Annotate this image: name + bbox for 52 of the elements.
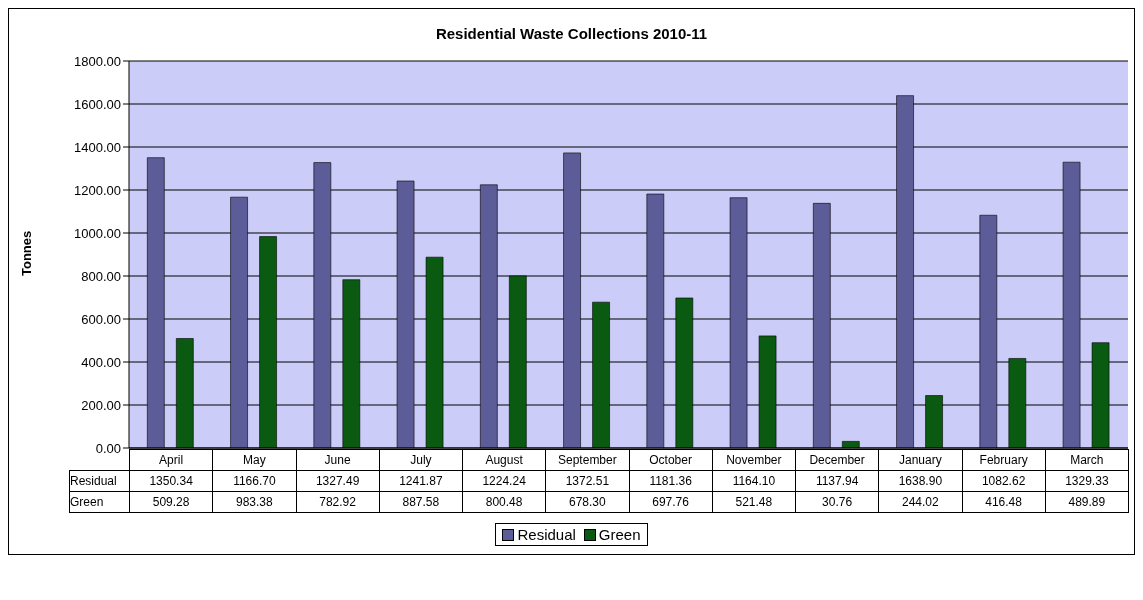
data-label: 800.48 — [462, 491, 546, 513]
data-label: 1224.24 — [462, 470, 546, 492]
data-label: 678.30 — [545, 491, 629, 513]
data-label: 509.28 — [129, 491, 213, 513]
text: Green — [70, 495, 104, 509]
legend-label: Green — [597, 526, 641, 543]
data-label: 1181.36 — [629, 470, 713, 492]
y-tick-label: 800.00 — [81, 268, 121, 284]
data-label: 1327.49 — [296, 470, 380, 492]
x-tick-label: June — [296, 449, 380, 471]
data-label: 1082.62 — [962, 470, 1046, 492]
y-tick-label: 200.00 — [81, 397, 121, 413]
y-tick-label: 1200.00 — [74, 182, 121, 198]
x-tick-label: January — [878, 449, 962, 471]
data-label: 697.76 — [629, 491, 713, 513]
y-axis-title: Tonnes — [19, 230, 34, 276]
y-tick-label: 1400.00 — [74, 139, 121, 155]
data-label: 416.48 — [962, 491, 1046, 513]
data-label: 1166.70 — [212, 470, 296, 492]
chart-title: Residential Waste Collections 2010-11 — [434, 25, 709, 42]
x-tick-label: March — [1045, 449, 1129, 471]
y-tick-label: 0.00 — [95, 440, 121, 456]
x-tick-label: September — [545, 449, 629, 471]
data-label: 782.92 — [296, 491, 380, 513]
x-tick-label: July — [379, 449, 463, 471]
data-label: 521.48 — [712, 491, 796, 513]
data-label: 489.89 — [1045, 491, 1129, 513]
data-label: 1329.33 — [1045, 470, 1129, 492]
y-tick-label: 1600.00 — [74, 96, 121, 112]
y-tick-label: 600.00 — [81, 311, 121, 327]
data-label: 887.58 — [379, 491, 463, 513]
data-label: 983.38 — [212, 491, 296, 513]
x-tick-label: August — [462, 449, 546, 471]
x-tick-label: February — [962, 449, 1046, 471]
x-tick-label: November — [712, 449, 796, 471]
data-label: 1137.94 — [795, 470, 879, 492]
data-label: 1350.34 — [129, 470, 213, 492]
data-label: 1638.90 — [878, 470, 962, 492]
data-label: 1164.10 — [712, 470, 796, 492]
data-label: 244.02 — [878, 491, 962, 513]
x-tick-label: April — [129, 449, 213, 471]
text: Residual — [70, 474, 117, 488]
x-tick-label: October — [629, 449, 713, 471]
legend-label: Residual — [516, 526, 576, 543]
y-tick-label: 1000.00 — [74, 225, 121, 241]
x-tick-label: December — [795, 449, 879, 471]
y-tick-label: 400.00 — [81, 354, 121, 370]
data-label: 1241.87 — [379, 470, 463, 492]
data-label: 30.76 — [795, 491, 879, 513]
x-tick-label: May — [212, 449, 296, 471]
y-tick-label: 1800.00 — [74, 53, 121, 69]
data-label: 1372.51 — [545, 470, 629, 492]
